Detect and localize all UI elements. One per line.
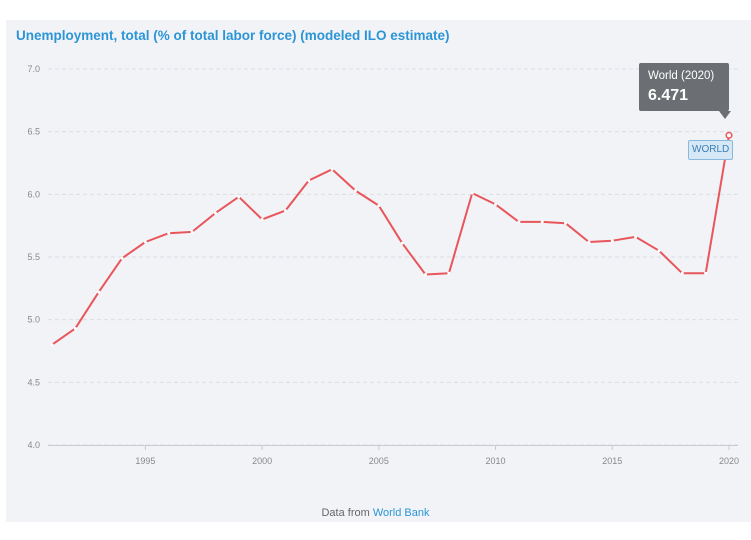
data-point[interactable] xyxy=(447,271,451,275)
x-axis-ticks: 1995 2000 2005 2010 2015 2020 xyxy=(135,445,739,466)
world-bank-link[interactable]: World Bank xyxy=(372,507,430,519)
data-point[interactable] xyxy=(424,273,428,277)
data-tooltip: World (2020) 6.471 xyxy=(639,63,731,119)
data-point[interactable] xyxy=(564,221,568,225)
y-tick-label: 7.0 xyxy=(27,64,40,74)
data-point[interactable] xyxy=(540,220,544,224)
data-point[interactable] xyxy=(377,204,381,208)
source-prefix: Data from xyxy=(321,507,370,519)
x-tick-label: 2000 xyxy=(252,456,272,466)
source-attribution: Data from World Bank xyxy=(0,507,751,519)
data-point[interactable] xyxy=(494,202,498,206)
y-tick-label: 5.5 xyxy=(27,252,40,262)
data-point[interactable] xyxy=(213,211,217,215)
x-tick-label: 2015 xyxy=(602,456,622,466)
tooltip-label: World (2020) xyxy=(648,70,715,82)
data-point[interactable] xyxy=(634,235,638,239)
x-tick-label: 2020 xyxy=(719,456,739,466)
series-end-label[interactable]: WORLD xyxy=(688,140,734,160)
data-point[interactable] xyxy=(167,231,171,235)
data-point[interactable] xyxy=(143,240,147,244)
data-point[interactable] xyxy=(283,209,287,213)
y-tick-label: 4.0 xyxy=(27,440,40,450)
y-tick-label: 4.5 xyxy=(27,377,40,387)
data-point[interactable] xyxy=(657,249,661,253)
data-point[interactable] xyxy=(307,179,311,183)
y-tick-label: 6.5 xyxy=(27,127,40,137)
data-point[interactable] xyxy=(260,217,264,221)
data-point[interactable] xyxy=(120,256,124,260)
chart-panel xyxy=(6,20,751,522)
data-point[interactable] xyxy=(725,131,733,139)
series-line[interactable] xyxy=(51,135,730,346)
data-point[interactable] xyxy=(190,230,194,234)
data-point[interactable] xyxy=(400,241,404,245)
data-point[interactable] xyxy=(353,189,357,193)
data-point[interactable] xyxy=(237,195,241,199)
data-point[interactable] xyxy=(97,290,101,294)
chart-title: Unemployment, total (% of total labor fo… xyxy=(16,28,450,43)
x-tick-label: 2010 xyxy=(486,456,506,466)
tooltip-value: 6.471 xyxy=(648,87,689,104)
y-tick-label: 6.0 xyxy=(27,189,40,199)
data-point[interactable] xyxy=(704,271,708,275)
data-point[interactable] xyxy=(330,167,334,171)
data-point[interactable] xyxy=(680,271,684,275)
data-point[interactable] xyxy=(517,220,521,224)
data-point[interactable] xyxy=(610,239,614,243)
y-axis-ticks: 4.0 4.5 5.0 5.5 6.0 6.5 7.0 xyxy=(27,64,40,450)
data-point[interactable] xyxy=(73,326,77,330)
tooltip-arrow xyxy=(719,111,731,119)
series-world[interactable] xyxy=(50,131,733,347)
data-point[interactable] xyxy=(470,191,474,195)
x-tick-label: 1995 xyxy=(135,456,155,466)
grid-lines xyxy=(48,68,738,446)
data-point[interactable] xyxy=(50,343,54,347)
y-tick-label: 5.0 xyxy=(27,315,40,325)
x-tick-label: 2005 xyxy=(369,456,389,466)
data-point[interactable] xyxy=(587,240,591,244)
